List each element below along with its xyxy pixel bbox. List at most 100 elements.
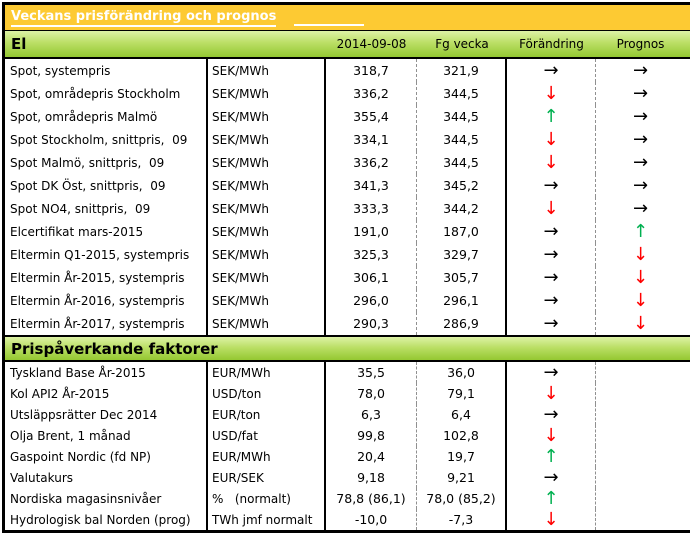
prognosis-arrow-icon — [596, 488, 685, 509]
row-value-current: 290,3 — [326, 312, 417, 335]
section-header-faktorer: Prispåverkande faktorer — [5, 335, 690, 362]
change-arrow-icon: → — [507, 243, 596, 266]
table-row: Tyskland Base År-2015 EUR/MWh 35,5 36,0 … — [5, 362, 690, 383]
change-arrow-icon: → — [507, 220, 596, 243]
prognosis-arrow-icon: ↓ — [632, 312, 649, 334]
row-unit: EUR/MWh — [208, 446, 326, 467]
table-row: Eltermin År-2015, systempris SEK/MWh 306… — [5, 266, 690, 289]
change-arrow-icon: → — [507, 404, 596, 425]
row-value-previous: 19,7 — [417, 446, 507, 467]
row-unit: % (normalt) — [208, 488, 326, 509]
row-unit: SEK/MWh — [208, 82, 326, 105]
row-label: Olja Brent, 1 månad — [5, 425, 208, 446]
change-arrow-icon: → — [507, 289, 596, 312]
section-el-rows: Spot, systempris SEK/MWh 318,7 321,9 → →… — [5, 59, 690, 335]
row-label: Eltermin Q1-2015, systempris — [5, 243, 208, 266]
row-value-current: 35,5 — [326, 362, 417, 383]
table-row: Eltermin År-2016, systempris SEK/MWh 296… — [5, 289, 690, 312]
row-value-previous: 329,7 — [417, 243, 507, 266]
report-title-band: Veckans prisförändring och prognos — [5, 5, 690, 31]
prognosis-arrow-icon — [596, 446, 685, 467]
row-label: Hydrologisk bal Norden (prog) — [5, 509, 208, 530]
prognosis-arrow-icon: ↓ — [632, 289, 649, 311]
change-arrow-icon: ↓ — [507, 151, 596, 174]
row-label: Valutakurs — [5, 467, 208, 488]
row-value-current: 341,3 — [326, 174, 417, 197]
row-label: Utsläppsrätter Dec 2014 — [5, 404, 208, 425]
change-arrow-icon: ↓ — [507, 425, 596, 446]
row-value-previous: 344,5 — [417, 82, 507, 105]
table-row: Spot, områdepris Stockholm SEK/MWh 336,2… — [5, 82, 690, 105]
change-arrow-icon: → — [507, 174, 596, 197]
change-arrow-icon: ↓ — [507, 509, 596, 530]
row-unit: USD/fat — [208, 425, 326, 446]
change-arrow-icon: → — [507, 362, 596, 383]
prognosis-arrow-icon: → — [632, 59, 649, 81]
row-value-previous: 102,8 — [417, 425, 507, 446]
row-label: Nordiska magasinsnivåer — [5, 488, 208, 509]
row-label: Spot, områdepris Stockholm — [5, 82, 208, 105]
row-label: Spot, systempris — [5, 59, 208, 82]
row-unit: TWh jmf normalt — [208, 509, 326, 530]
row-value-previous: 345,2 — [417, 174, 507, 197]
prognosis-arrow-icon — [596, 362, 685, 383]
row-unit: SEK/MWh — [208, 151, 326, 174]
row-value-previous: 286,9 — [417, 312, 507, 335]
table-row: Spot Malmö, snittpris, 09 SEK/MWh 336,2 … — [5, 151, 690, 174]
row-value-current: 9,18 — [326, 467, 417, 488]
row-value-previous: 344,5 — [417, 128, 507, 151]
prognosis-arrow-icon — [596, 509, 685, 530]
row-value-current: 318,7 — [326, 59, 417, 82]
table-row: Spot Stockholm, snittpris, 09 SEK/MWh 33… — [5, 128, 690, 151]
row-unit: USD/ton — [208, 383, 326, 404]
change-arrow-icon: ↓ — [507, 383, 596, 404]
table-row: Spot, områdepris Malmö SEK/MWh 355,4 344… — [5, 105, 690, 128]
column-header-current-date: 2014-09-08 — [336, 37, 407, 51]
row-value-current: 20,4 — [326, 446, 417, 467]
change-arrow-icon: ↓ — [507, 197, 596, 220]
row-value-previous: -7,3 — [417, 509, 507, 530]
row-value-current: 99,8 — [326, 425, 417, 446]
prognosis-arrow-icon: → — [632, 82, 649, 104]
row-value-previous: 344,5 — [417, 105, 507, 128]
change-arrow-icon: ↑ — [507, 446, 596, 467]
row-label: Spot DK Öst, snittpris, 09 — [5, 174, 208, 197]
table-row: Spot NO4, snittpris, 09 SEK/MWh 333,3 34… — [5, 197, 690, 220]
table-row: Valutakurs EUR/SEK 9,18 9,21 → — [5, 467, 690, 488]
row-value-current: 306,1 — [326, 266, 417, 289]
column-header-prognosis: Prognos — [616, 37, 665, 51]
table-row: Eltermin Q1-2015, systempris SEK/MWh 325… — [5, 243, 690, 266]
row-unit: EUR/MWh — [208, 362, 326, 383]
row-value-current: 336,2 — [326, 151, 417, 174]
row-value-current: 296,0 — [326, 289, 417, 312]
row-value-previous: 305,7 — [417, 266, 507, 289]
row-label: Spot, områdepris Malmö — [5, 105, 208, 128]
prognosis-arrow-icon — [596, 383, 685, 404]
row-label: Tyskland Base År-2015 — [5, 362, 208, 383]
row-value-previous: 296,1 — [417, 289, 507, 312]
row-label: Kol API2 År-2015 — [5, 383, 208, 404]
row-unit: SEK/MWh — [208, 243, 326, 266]
report-title: Veckans prisförändring och prognos — [11, 9, 277, 27]
prognosis-arrow-icon: ↓ — [632, 266, 649, 288]
prognosis-arrow-icon — [596, 467, 685, 488]
row-value-previous: 36,0 — [417, 362, 507, 383]
change-arrow-icon: ↑ — [507, 488, 596, 509]
row-value-previous: 321,9 — [417, 59, 507, 82]
row-unit: SEK/MWh — [208, 59, 326, 82]
prognosis-arrow-icon: → — [632, 174, 649, 196]
prognosis-arrow-icon — [596, 425, 685, 446]
table-row: Hydrologisk bal Norden (prog) TWh jmf no… — [5, 509, 690, 530]
row-unit: SEK/MWh — [208, 174, 326, 197]
row-value-current: 336,2 — [326, 82, 417, 105]
table-row: Kol API2 År-2015 USD/ton 78,0 79,1 ↓ — [5, 383, 690, 404]
table-row: Utsläppsrätter Dec 2014 EUR/ton 6,3 6,4 … — [5, 404, 690, 425]
row-value-current: 78,0 — [326, 383, 417, 404]
row-label: Elcertifikat mars-2015 — [5, 220, 208, 243]
row-value-previous: 78,0 (85,2) — [417, 488, 507, 509]
prognosis-arrow-icon: → — [632, 197, 649, 219]
section-faktorer-rows: Tyskland Base År-2015 EUR/MWh 35,5 36,0 … — [5, 362, 690, 530]
change-arrow-icon: → — [507, 59, 596, 82]
